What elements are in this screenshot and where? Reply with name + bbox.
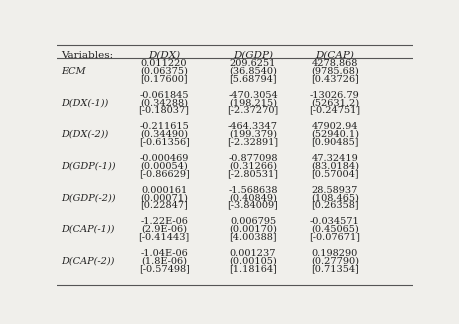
Text: (0.00170): (0.00170) — [229, 225, 277, 234]
Text: -0.877098: -0.877098 — [228, 154, 278, 163]
Text: D(DX(-1)): D(DX(-1)) — [61, 98, 108, 107]
Text: (0.34490): (0.34490) — [140, 130, 188, 139]
Text: (199.379): (199.379) — [229, 130, 277, 139]
Text: 209.6251: 209.6251 — [230, 59, 276, 68]
Text: [0.71354]: [0.71354] — [311, 264, 359, 273]
Text: 47.32419: 47.32419 — [312, 154, 358, 163]
Text: D(CAP(-2)): D(CAP(-2)) — [61, 257, 114, 266]
Text: (0.31266): (0.31266) — [229, 162, 277, 170]
Text: 28.58937: 28.58937 — [312, 186, 358, 195]
Text: D(GDP(-1)): D(GDP(-1)) — [61, 162, 115, 170]
Text: D(GDP): D(GDP) — [233, 51, 273, 60]
Text: D(DX): D(DX) — [148, 51, 180, 60]
Text: (0.00105): (0.00105) — [229, 257, 277, 266]
Text: [-2.80531]: [-2.80531] — [228, 169, 279, 178]
Text: [-0.07671]: [-0.07671] — [309, 232, 360, 241]
Text: (0.34288): (0.34288) — [140, 98, 188, 107]
Text: (52631.2): (52631.2) — [311, 98, 359, 107]
Text: [-0.18037]: [-0.18037] — [139, 106, 190, 115]
Text: 0.001237: 0.001237 — [230, 249, 276, 258]
Text: [-0.41443]: [-0.41443] — [139, 232, 190, 241]
Text: 4278.868: 4278.868 — [312, 59, 358, 68]
Text: [5.68794]: [5.68794] — [229, 74, 277, 83]
Text: -0.034571: -0.034571 — [310, 217, 360, 226]
Text: [0.57004]: [0.57004] — [311, 169, 358, 178]
Text: (0.00071): (0.00071) — [140, 193, 188, 202]
Text: 0.198290: 0.198290 — [312, 249, 358, 258]
Text: [1.18164]: [1.18164] — [229, 264, 277, 273]
Text: (52940.1): (52940.1) — [311, 130, 359, 139]
Text: [-0.86629]: [-0.86629] — [139, 169, 190, 178]
Text: (1.8E-06): (1.8E-06) — [141, 257, 187, 266]
Text: -0.211615: -0.211615 — [139, 122, 189, 132]
Text: (0.06375): (0.06375) — [140, 66, 188, 75]
Text: [0.90485]: [0.90485] — [311, 137, 358, 146]
Text: [-0.24751]: [-0.24751] — [309, 106, 360, 115]
Text: D(DX(-2)): D(DX(-2)) — [61, 130, 108, 139]
Text: D(GDP(-2)): D(GDP(-2)) — [61, 193, 115, 202]
Text: 0.006795: 0.006795 — [230, 217, 276, 226]
Text: (2.9E-06): (2.9E-06) — [141, 225, 187, 234]
Text: -13026.79: -13026.79 — [310, 91, 360, 100]
Text: -470.3054: -470.3054 — [228, 91, 278, 100]
Text: -464.3347: -464.3347 — [228, 122, 278, 132]
Text: [0.22847]: [0.22847] — [140, 201, 188, 210]
Text: [-2.32891]: [-2.32891] — [228, 137, 279, 146]
Text: [-0.57498]: [-0.57498] — [139, 264, 190, 273]
Text: -1.568638: -1.568638 — [228, 186, 278, 195]
Text: (198.215): (198.215) — [229, 98, 277, 107]
Text: (108.465): (108.465) — [311, 193, 359, 202]
Text: -1.22E-06: -1.22E-06 — [140, 217, 188, 226]
Text: [0.43726]: [0.43726] — [311, 74, 359, 83]
Text: [-0.61356]: [-0.61356] — [139, 137, 190, 146]
Text: (0.00054): (0.00054) — [140, 162, 188, 170]
Text: [0.17600]: [0.17600] — [140, 74, 188, 83]
Text: -0.000469: -0.000469 — [140, 154, 189, 163]
Text: 47902.94: 47902.94 — [312, 122, 358, 132]
Text: [-3.84009]: [-3.84009] — [228, 201, 279, 210]
Text: D(CAP(-1)): D(CAP(-1)) — [61, 225, 114, 234]
Text: Variables:: Variables: — [61, 51, 113, 60]
Text: ECM: ECM — [61, 66, 85, 75]
Text: 0.011220: 0.011220 — [141, 59, 187, 68]
Text: (0.45065): (0.45065) — [311, 225, 359, 234]
Text: -1.04E-06: -1.04E-06 — [140, 249, 188, 258]
Text: 0.000161: 0.000161 — [141, 186, 187, 195]
Text: (0.27790): (0.27790) — [311, 257, 359, 266]
Text: -0.061845: -0.061845 — [140, 91, 189, 100]
Text: (83.0184): (83.0184) — [311, 162, 359, 170]
Text: D(CAP): D(CAP) — [315, 51, 354, 60]
Text: (9785.68): (9785.68) — [311, 66, 359, 75]
Text: [-2.37270]: [-2.37270] — [227, 106, 279, 115]
Text: [4.00388]: [4.00388] — [229, 232, 277, 241]
Text: [0.26358]: [0.26358] — [311, 201, 358, 210]
Text: (36.8540): (36.8540) — [229, 66, 277, 75]
Text: (0.40849): (0.40849) — [229, 193, 277, 202]
